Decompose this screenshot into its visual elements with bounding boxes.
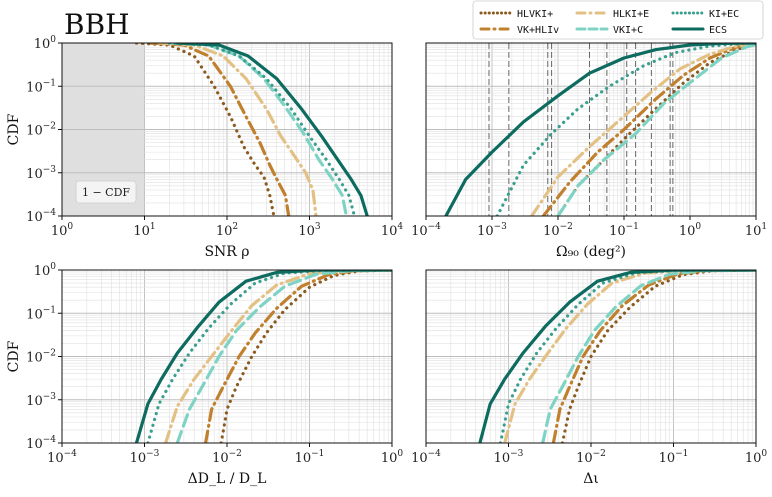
- panel-iota: 10−4 10−3 10−2 10−1 100 Δι: [411, 269, 768, 487]
- series-group: [134, 43, 369, 216]
- series-vki-c: [541, 270, 756, 443]
- series-hlki-e: [503, 270, 756, 443]
- panels: 100 101 102 103 104 10−4 10−3 10−2 10−1 100 SNR ρ C…: [6, 35, 767, 487]
- x-axis-label: Δι: [583, 471, 599, 487]
- series-ecs: [175, 43, 369, 216]
- annotation-text: 1 − CDF: [82, 186, 130, 199]
- x-tick-label: 101: [745, 222, 767, 239]
- panel-snr: 100 101 102 103 104 10−4 10−3 10−2 10−1 100 SNR ρ C…: [6, 35, 403, 260]
- y-axis-label: CDF: [6, 340, 22, 372]
- series-group: [134, 270, 392, 443]
- legend-label: VKI+C: [613, 25, 643, 36]
- y-axis-label: CDF: [6, 113, 22, 145]
- axes-frame: [425, 42, 757, 217]
- series-vk-hliv: [149, 43, 291, 216]
- x-tick-label: 10−4: [411, 449, 441, 466]
- series-hlki-e: [530, 43, 756, 216]
- y-tick-label: 10−4: [26, 208, 56, 225]
- series-group: [444, 43, 756, 216]
- x-tick-label: 10−4: [411, 222, 441, 239]
- panel-omega: 10−4 10−3 10−2 10−1 100 101 Ω₉₀ (deg²): [411, 42, 767, 260]
- x-tick-label: 10−4: [47, 449, 77, 466]
- x-tick-label: 10−1: [295, 449, 325, 466]
- x-tick-label: 10−2: [576, 449, 606, 466]
- panel-dl: 10−4 10−3 10−2 10−1 100 10−4 10−3 10−2 10−1 100 ΔD…: [6, 262, 403, 487]
- x-tick-label: 100: [51, 222, 74, 239]
- x-tick-label: 104: [381, 222, 404, 239]
- x-tick-label: 10−3: [477, 222, 507, 239]
- x-tick-label: 10−2: [212, 449, 242, 466]
- legend: HLVKI+ HLKI+E KI+EC VK+HLIv VKI+C ECS: [472, 0, 764, 40]
- x-tick-label: 10−1: [659, 449, 689, 466]
- series-vk-hliv: [541, 43, 756, 216]
- series-hlki-e: [157, 43, 318, 216]
- x-axis-label: ΔD_L / D_L: [188, 471, 267, 487]
- legend-label: HLVKI+: [517, 9, 553, 20]
- y-tick-label: 100: [34, 35, 57, 52]
- legend-label: ECS: [709, 25, 727, 36]
- legend-label: KI+EC: [709, 9, 739, 20]
- x-tick-label: 100: [745, 449, 768, 466]
- x-tick-label: 100: [381, 449, 404, 466]
- x-tick-label: 10−3: [130, 449, 160, 466]
- annotation-box: [75, 180, 137, 204]
- series-ecs: [444, 43, 756, 216]
- x-tick-label: 10−2: [543, 222, 573, 239]
- y-tick-label: 10−2: [26, 349, 56, 366]
- legend-label: HLKI+E: [613, 9, 649, 20]
- x-axis-label: Ω₉₀ (deg²): [556, 244, 626, 260]
- y-tick-label: 10−4: [26, 435, 56, 452]
- series-hlvki-: [219, 270, 392, 443]
- legend-label: VK+HLIv: [517, 25, 559, 36]
- series-ecs: [134, 270, 392, 443]
- grid: [425, 270, 756, 444]
- y-tick-label: 10−1: [26, 305, 56, 322]
- x-tick-label: 102: [216, 222, 238, 239]
- series-hlvki-: [134, 43, 276, 216]
- x-tick-label: 101: [133, 222, 155, 239]
- y-tick-label: 10−2: [26, 122, 56, 139]
- y-tick-label: 100: [34, 262, 57, 279]
- x-axis-label: SNR ρ: [204, 244, 249, 260]
- series-ki-ec: [167, 43, 356, 216]
- series-vki-c: [175, 270, 392, 443]
- y-tick-label: 10−3: [26, 165, 56, 182]
- series-ecs: [478, 270, 756, 443]
- series-group: [478, 270, 756, 443]
- x-tick-label: 100: [679, 222, 702, 239]
- grid: [61, 43, 392, 217]
- x-tick-label: 103: [298, 222, 321, 239]
- x-tick-label: 10−3: [494, 449, 524, 466]
- series-ki-ec: [146, 270, 392, 443]
- figure-title: BBH: [64, 8, 130, 41]
- y-tick-label: 10−3: [26, 392, 56, 409]
- y-tick-label: 10−1: [26, 78, 56, 95]
- x-tick-label: 10−1: [609, 222, 639, 239]
- series-vki-c: [556, 43, 756, 216]
